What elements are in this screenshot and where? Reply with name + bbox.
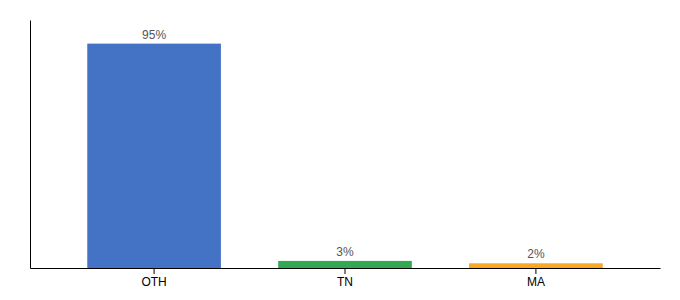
x-axis: OTH TN MA xyxy=(31,268,661,289)
plot: OTH TN MA 95% 3% 2% xyxy=(31,21,661,289)
x-tick-mark xyxy=(535,268,536,274)
x-tick: TN xyxy=(337,268,353,289)
y-axis xyxy=(30,21,31,269)
x-tick-mark xyxy=(154,268,155,274)
bars xyxy=(87,44,602,268)
bar xyxy=(469,263,603,268)
x-tick-label: TN xyxy=(337,275,353,289)
x-tick: MA xyxy=(527,268,545,289)
chart-svg: OTH TN MA 95% 3% 2% xyxy=(0,0,680,300)
x-tick-mark xyxy=(345,268,346,274)
x-tick-label: MA xyxy=(527,275,545,289)
bar xyxy=(278,261,412,268)
data-labels: 95% 3% 2% xyxy=(142,28,545,262)
data-label: 3% xyxy=(336,245,354,259)
bar xyxy=(87,44,221,268)
chart-container: OTH TN MA 95% 3% 2% xyxy=(0,0,680,300)
y-axis-line xyxy=(30,21,31,269)
data-label: 95% xyxy=(142,28,166,42)
x-tick: OTH xyxy=(141,268,166,289)
data-label: 2% xyxy=(527,247,545,261)
x-tick-label: OTH xyxy=(141,275,166,289)
